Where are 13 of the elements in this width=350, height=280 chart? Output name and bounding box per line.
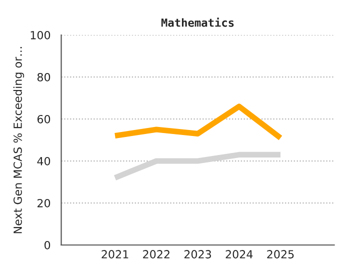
y-tick-label: 60 bbox=[37, 114, 50, 124]
x-tick-label: 2021 bbox=[102, 250, 128, 258]
x-tick-label: 2025 bbox=[267, 250, 294, 258]
x-tick-label: 2024 bbox=[226, 250, 253, 258]
y-tick-label: 80 bbox=[37, 72, 50, 82]
y-tick-label: 40 bbox=[37, 156, 50, 166]
y-tick-label: 20 bbox=[38, 198, 50, 208]
x-tick-label: 2022 bbox=[143, 250, 170, 258]
y-tick-label: 100 bbox=[30, 30, 50, 40]
y-tick-label: 0 bbox=[44, 240, 50, 250]
x-tick-label: 2023 bbox=[184, 250, 211, 258]
chart-title: Mathematics bbox=[161, 18, 234, 27]
y-axis-title: Next Gen MCAS % Exceeding or… bbox=[13, 47, 24, 234]
